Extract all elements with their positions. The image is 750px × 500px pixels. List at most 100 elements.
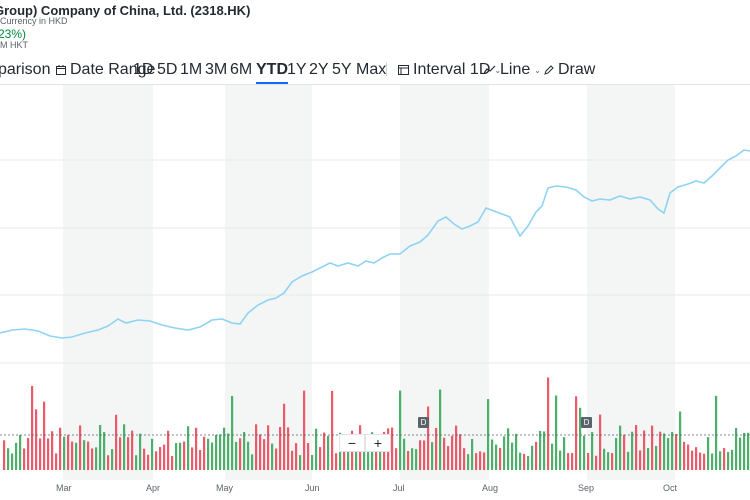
comparison-button[interactable]: parison bbox=[0, 61, 51, 78]
volume-bar bbox=[567, 453, 570, 470]
range-3m[interactable]: 3M bbox=[205, 61, 228, 78]
price-change: 23%) bbox=[0, 27, 27, 41]
volume-bar bbox=[599, 414, 602, 470]
volume-bar bbox=[447, 446, 450, 470]
volume-bar bbox=[211, 442, 214, 470]
volume-bar bbox=[499, 447, 502, 470]
volume-bar bbox=[559, 450, 562, 470]
volume-bar bbox=[563, 437, 566, 470]
draw-button[interactable]: Draw bbox=[544, 61, 595, 79]
volume-bar bbox=[43, 401, 46, 470]
volume-bar bbox=[135, 455, 138, 470]
volume-bar bbox=[651, 425, 654, 470]
volume-bar bbox=[195, 427, 198, 470]
volume-bar bbox=[59, 427, 62, 470]
volume-bar bbox=[731, 449, 734, 470]
range-1d[interactable]: 1D bbox=[133, 61, 154, 78]
chevron-down-icon: ⌄ bbox=[534, 65, 541, 75]
volume-bar bbox=[323, 432, 326, 470]
range-max[interactable]: Max bbox=[356, 61, 387, 78]
volume-bar bbox=[71, 441, 74, 470]
volume-bar bbox=[19, 434, 22, 470]
volume-bar bbox=[435, 428, 438, 470]
volume-bar bbox=[83, 440, 86, 470]
range-5y[interactable]: 5Y bbox=[332, 61, 352, 78]
interval-dropdown[interactable]: Interval 1D ⌄ bbox=[398, 61, 501, 79]
volume-bar bbox=[235, 441, 238, 470]
volume-bar bbox=[683, 441, 686, 470]
zoom-out-button[interactable]: − bbox=[339, 434, 365, 452]
chart-type-dropdown[interactable]: Line ⌄ bbox=[484, 61, 541, 79]
volume-bar bbox=[419, 440, 422, 470]
range-ytd[interactable]: YTD bbox=[256, 61, 288, 84]
volume-bar bbox=[543, 431, 546, 470]
dividend-marker[interactable]: D bbox=[418, 417, 429, 428]
volume-bar bbox=[155, 451, 158, 470]
volume-bar bbox=[695, 447, 698, 470]
volume-bar bbox=[495, 444, 498, 470]
volume-bar bbox=[647, 448, 650, 470]
x-tick-oct: Oct bbox=[663, 483, 678, 493]
volume-bar bbox=[67, 435, 70, 470]
range-5d[interactable]: 5D bbox=[157, 61, 178, 78]
range-1m[interactable]: 1M bbox=[180, 61, 203, 78]
volume-bar bbox=[539, 430, 542, 470]
volume-bar bbox=[111, 449, 114, 470]
volume-bar bbox=[39, 438, 42, 470]
date-range-button[interactable]: Date Range bbox=[56, 61, 155, 79]
volume-bar bbox=[179, 442, 182, 470]
volume-bar bbox=[527, 455, 530, 470]
month-band bbox=[587, 85, 675, 480]
x-tick-sep: Sep bbox=[578, 483, 595, 493]
volume-bar bbox=[7, 448, 10, 470]
volume-bar bbox=[571, 453, 574, 470]
volume-bar bbox=[407, 450, 410, 470]
dividend-marker[interactable]: D bbox=[581, 417, 592, 428]
volume-bar bbox=[691, 450, 694, 470]
x-tick-apr: Apr bbox=[146, 483, 161, 493]
volume-bar bbox=[703, 453, 706, 470]
volume-bar bbox=[635, 425, 638, 470]
volume-bar bbox=[603, 448, 606, 470]
volume-bar bbox=[679, 411, 682, 470]
price-chart[interactable] bbox=[0, 85, 750, 480]
volume-bar bbox=[735, 428, 738, 470]
volume-bar bbox=[555, 395, 558, 470]
volume-bar bbox=[47, 438, 50, 470]
volume-bar bbox=[151, 438, 154, 470]
x-tick-aug: Aug bbox=[482, 483, 499, 493]
range-6m[interactable]: 6M bbox=[230, 61, 253, 78]
x-tick-jul: Jul bbox=[393, 483, 405, 493]
volume-bar bbox=[223, 427, 226, 470]
volume-bar bbox=[267, 425, 270, 470]
volume-bar bbox=[163, 444, 166, 470]
volume-bar bbox=[15, 442, 18, 470]
range-1y[interactable]: 1Y bbox=[287, 61, 307, 78]
volume-bar bbox=[551, 443, 554, 470]
volume-bar bbox=[31, 385, 34, 470]
volume-bar bbox=[427, 406, 430, 470]
volume-bar bbox=[423, 440, 426, 470]
line-chart-icon bbox=[484, 65, 496, 74]
zoom-in-button[interactable]: + bbox=[365, 434, 391, 452]
volume-bar bbox=[631, 431, 634, 470]
volume-bar bbox=[583, 435, 586, 470]
volume-bar bbox=[271, 443, 274, 470]
volume-bar bbox=[103, 432, 106, 470]
interval-label: Interval 1D bbox=[413, 61, 491, 78]
volume-bar bbox=[403, 438, 406, 470]
volume-bar bbox=[411, 448, 414, 470]
volume-bar bbox=[91, 448, 94, 470]
toolbar-divider bbox=[386, 62, 387, 76]
range-2y[interactable]: 2Y bbox=[309, 61, 329, 78]
volume-bar bbox=[63, 436, 66, 470]
volume-bar bbox=[51, 431, 54, 470]
volume-bar bbox=[627, 451, 630, 470]
volume-bar bbox=[303, 390, 306, 470]
volume-bar bbox=[87, 441, 90, 470]
volume-bar bbox=[23, 448, 26, 470]
volume-bar bbox=[219, 434, 222, 470]
volume-bar bbox=[327, 435, 330, 470]
volume-bar bbox=[331, 390, 334, 470]
x-tick-may: May bbox=[216, 483, 234, 493]
